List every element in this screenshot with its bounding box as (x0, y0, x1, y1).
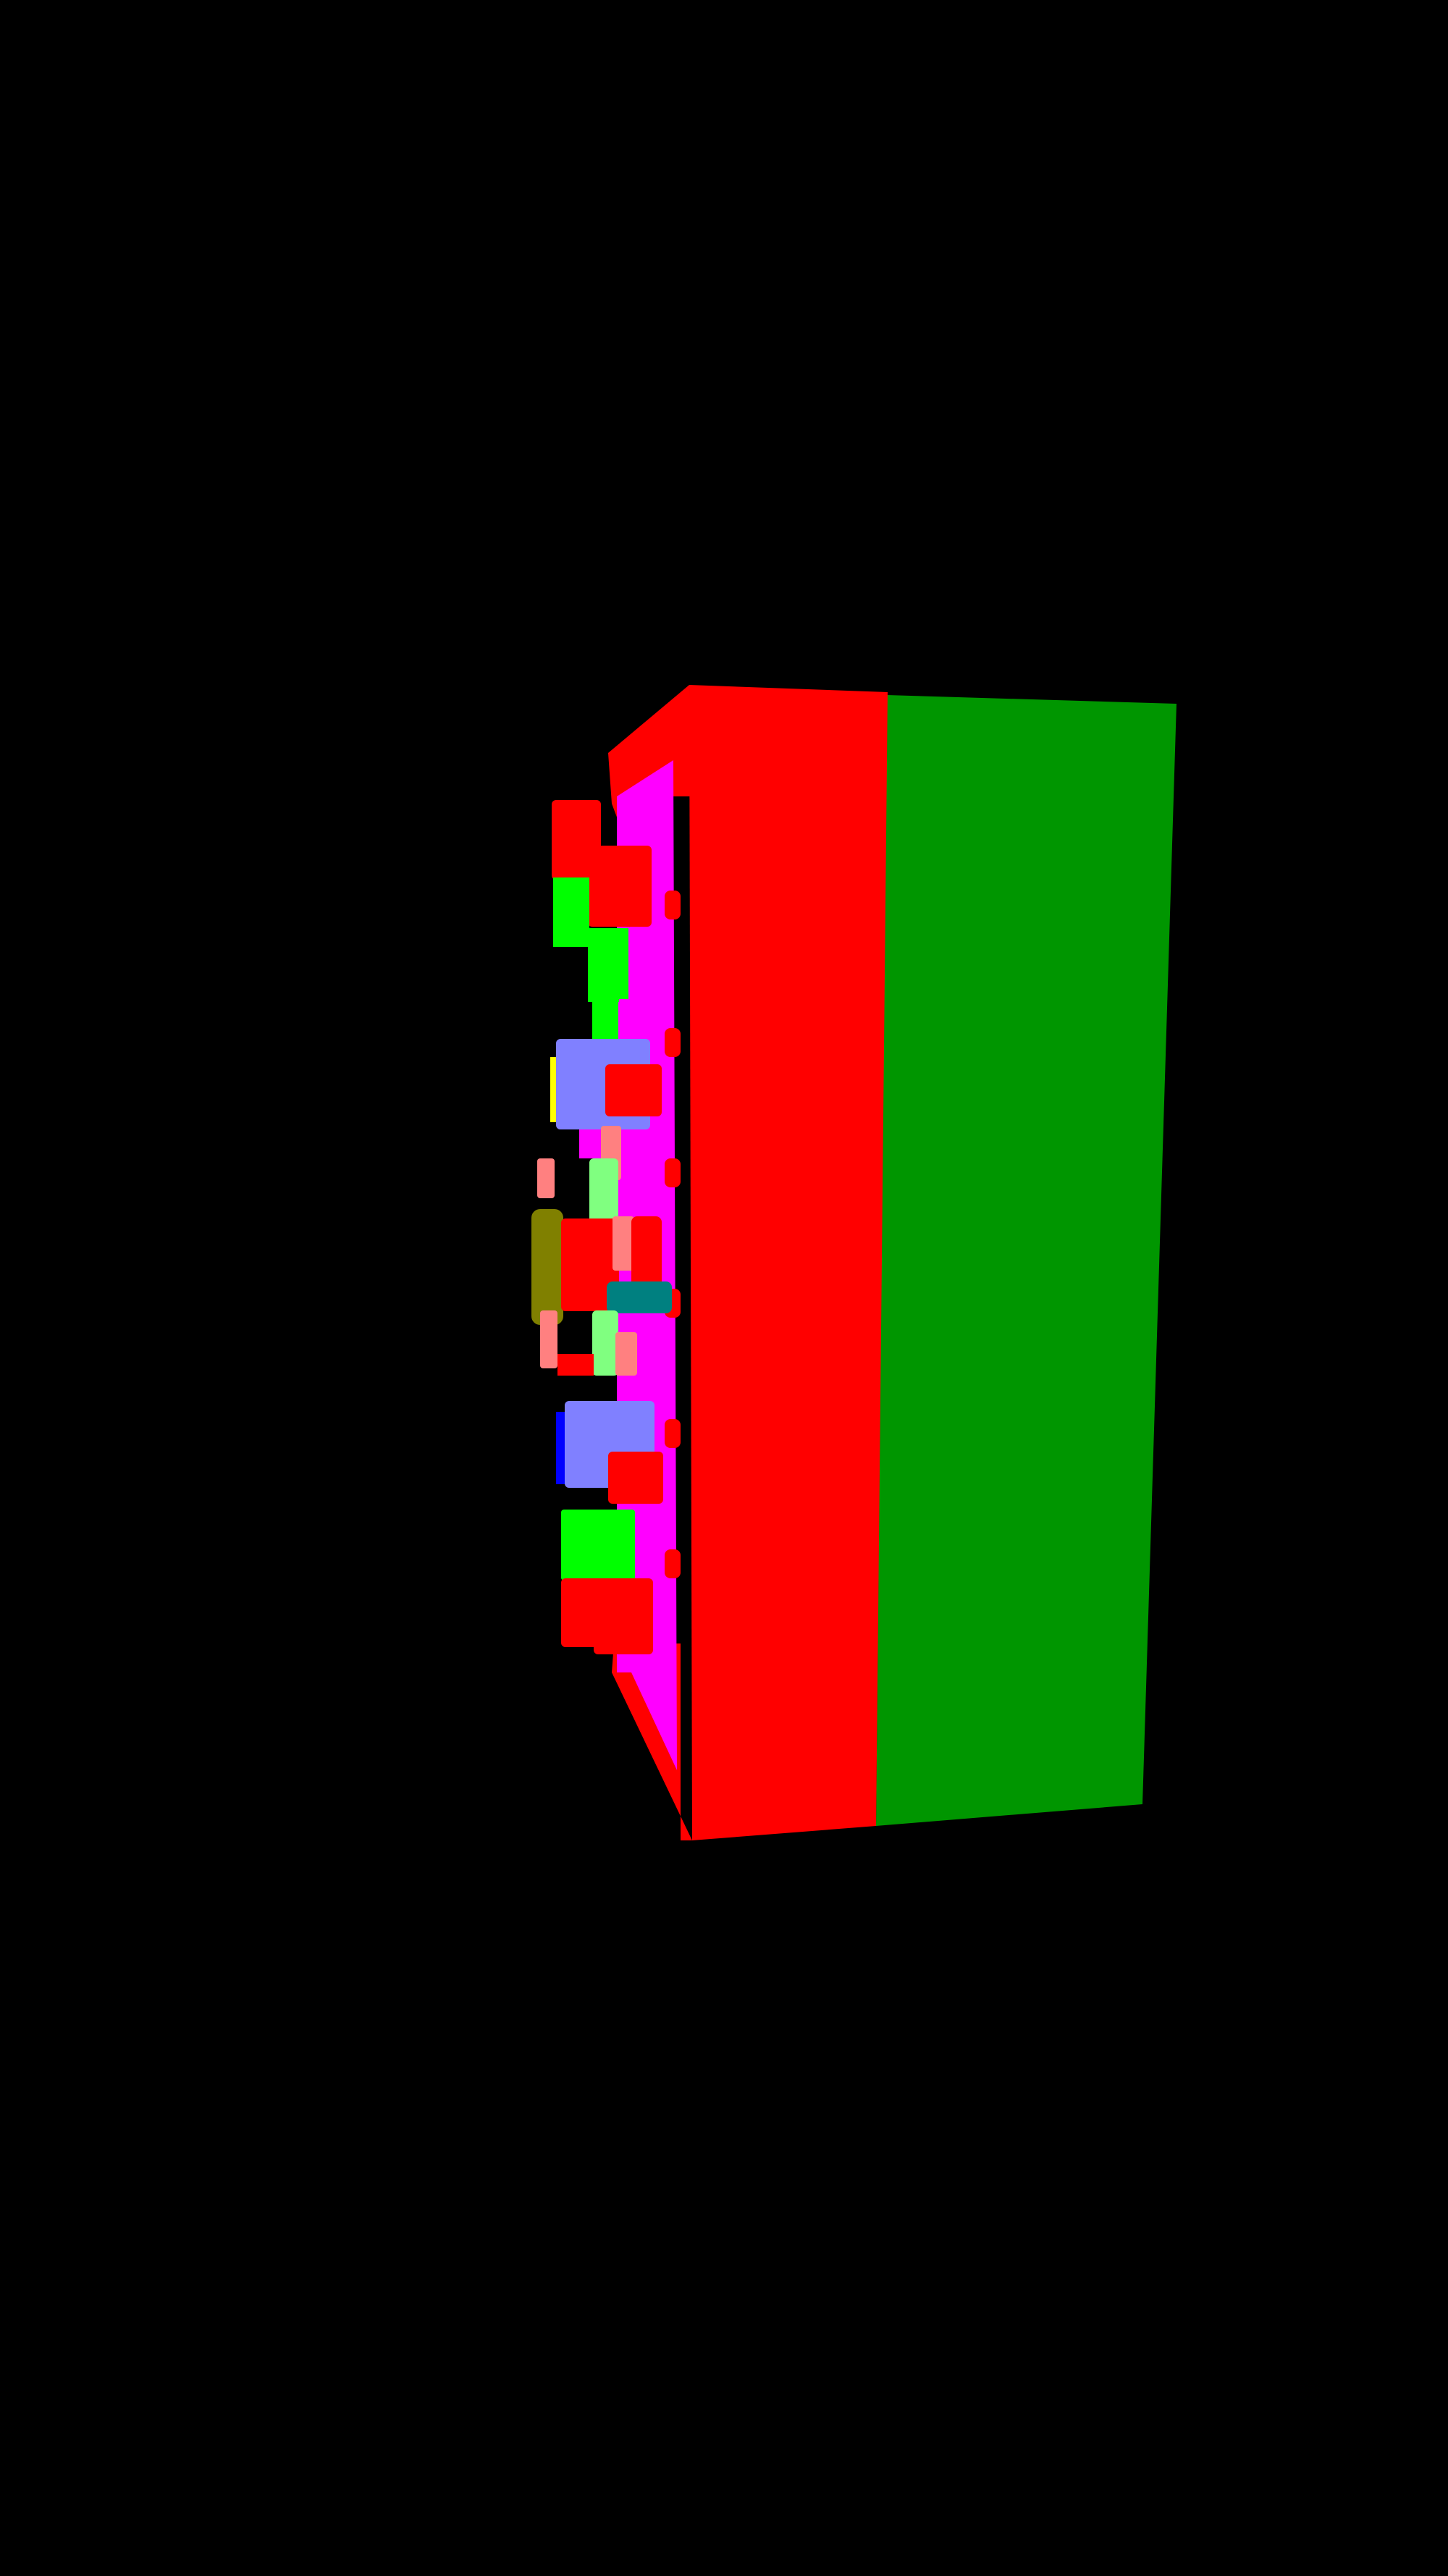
red-insert-upper (605, 1064, 662, 1116)
rail-bump (665, 1158, 681, 1187)
green-block-2 (588, 928, 628, 1002)
frame-front-face (689, 685, 888, 1840)
red-strip (557, 1354, 594, 1376)
green-block-1 (553, 877, 589, 947)
bottom-block-1 (561, 1578, 603, 1647)
back-panel (876, 695, 1176, 1826)
salmon-pin (537, 1158, 555, 1198)
salmon-pin-lower (540, 1310, 557, 1368)
green-block-3 (561, 1510, 635, 1580)
rail-bump (665, 1028, 681, 1057)
rail-pad (619, 999, 648, 1043)
red-insert-lower (608, 1452, 663, 1504)
bottom-block-2 (594, 1578, 653, 1654)
salmon-post (615, 1332, 637, 1376)
light-green-stem (589, 1158, 618, 1224)
rail-bump (665, 1419, 681, 1448)
teal-connector (607, 1281, 672, 1313)
light-green-stem-lower (592, 1310, 618, 1376)
right-red-block (631, 1216, 662, 1296)
rail-bump (665, 891, 681, 919)
center-red-block (561, 1218, 619, 1311)
top-block-2 (588, 846, 652, 927)
olive-arm (531, 1209, 563, 1325)
salmon-upright (613, 1216, 634, 1271)
green-connector (592, 999, 618, 1043)
rail-bump (665, 1549, 681, 1578)
